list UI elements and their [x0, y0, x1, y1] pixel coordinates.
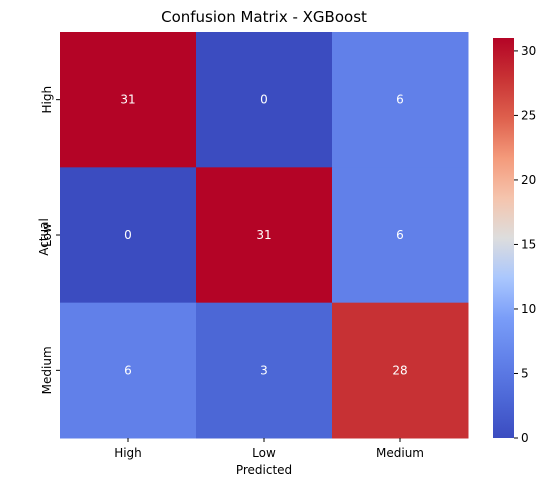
colorbar-tick-label: 10 [521, 302, 536, 316]
heatmap-cell [196, 302, 333, 439]
y-tick-label: High [40, 86, 54, 114]
colorbar-tick-label: 0 [521, 431, 529, 445]
y-tick-label: Medium [40, 346, 54, 394]
x-tick-label: Low [252, 446, 276, 460]
cell-value-label: 3 [260, 363, 268, 377]
y-tick-label: Low [40, 223, 54, 247]
heatmap-cell [60, 32, 197, 168]
colorbar-tick-label: 20 [521, 173, 536, 187]
y-axis-label: Actual [37, 218, 51, 256]
cell-value-label: 6 [124, 363, 132, 377]
x-tick-label: High [114, 446, 142, 460]
heatmap-cell [60, 302, 197, 439]
colorbar-tick-label: 5 [521, 366, 529, 380]
heatmap-cell [332, 32, 469, 168]
colorbar-tick-label: 15 [521, 237, 536, 251]
colorbar-tick-label: 25 [521, 108, 536, 122]
heatmap-cell [196, 32, 333, 168]
x-axis-label: Predicted [236, 463, 292, 477]
colorbar: 0 5 10 15 20 25 30 [493, 38, 536, 445]
heatmap-cell [332, 167, 469, 304]
cell-value-label: 0 [124, 228, 132, 242]
cell-value-label: 28 [392, 363, 407, 377]
y-axis: High Low Medium [40, 86, 60, 394]
heatmap-cells: 31 0 6 0 31 6 6 3 28 [60, 32, 469, 439]
cell-value-label: 6 [396, 93, 404, 107]
cell-value-label: 6 [396, 228, 404, 242]
heatmap-cell [196, 167, 333, 304]
colorbar-tick-label: 30 [521, 44, 536, 58]
chart-title: Confusion Matrix - XGBoost [161, 8, 367, 26]
cell-value-label: 31 [120, 93, 135, 107]
heatmap-cell [332, 302, 469, 439]
cell-value-label: 0 [260, 93, 268, 107]
heatmap-cell [60, 167, 197, 304]
x-axis: High Low Medium [114, 438, 424, 460]
cell-value-label: 31 [256, 228, 271, 242]
x-tick-label: Medium [376, 446, 424, 460]
colorbar-gradient [493, 38, 514, 438]
